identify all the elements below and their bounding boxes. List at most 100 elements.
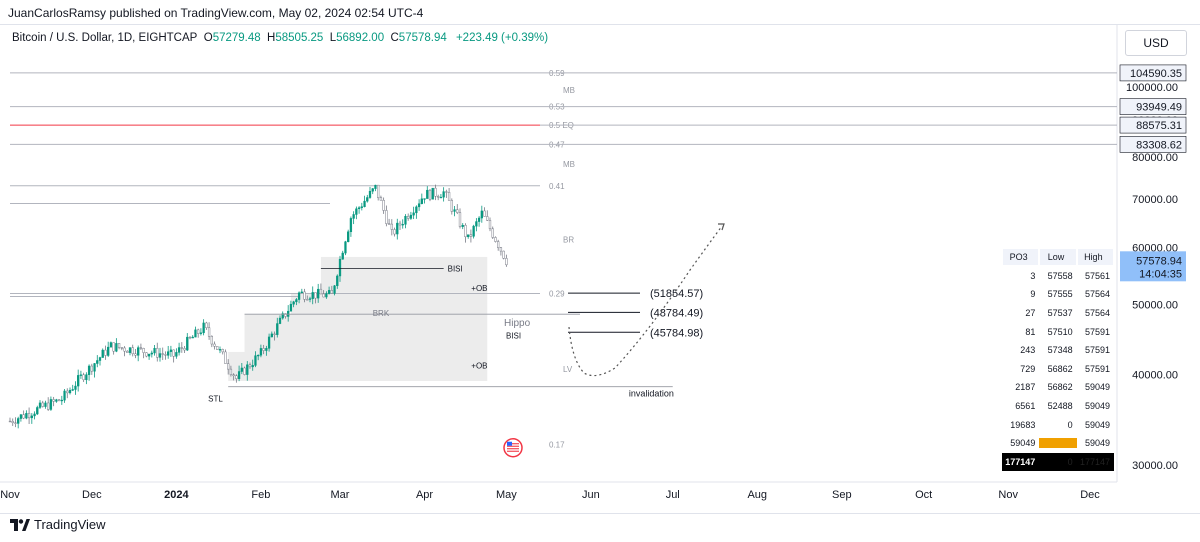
candle-body bbox=[257, 354, 260, 357]
po3-cell: 81 bbox=[1025, 326, 1036, 337]
low-label: L bbox=[329, 32, 337, 44]
candle-body bbox=[428, 189, 432, 200]
price-tag-3: 83308.62 bbox=[1136, 139, 1182, 151]
po3-table: PO3 Low High 3 57558 57561 9 57555 57564 27 57537 5… bbox=[1002, 248, 1114, 472]
candle-body bbox=[494, 237, 497, 242]
candle-body bbox=[379, 197, 383, 201]
high-value: 58505.25 bbox=[275, 32, 324, 44]
candle-body bbox=[172, 349, 175, 357]
po3-cell: 56862 bbox=[1047, 363, 1073, 374]
candle-body bbox=[112, 342, 115, 352]
po3-cell: 177147 bbox=[1079, 456, 1110, 467]
candle-body bbox=[164, 354, 167, 356]
po3-cell: 729 bbox=[1020, 363, 1036, 374]
zone-ob-box bbox=[290, 292, 488, 315]
symbol-legend: Bitcoin / U.S. Dollar, 1D, EIGHTCAP O572… bbox=[12, 32, 548, 44]
candle-body bbox=[227, 363, 230, 370]
x-tick-11: Oct bbox=[915, 489, 932, 501]
po3-cell: 57510 bbox=[1047, 326, 1073, 337]
candle-body bbox=[55, 399, 58, 402]
candle-body bbox=[431, 187, 434, 200]
candle-body bbox=[167, 351, 170, 356]
candle-body bbox=[169, 349, 173, 352]
candle-body bbox=[281, 313, 284, 319]
candle-body bbox=[161, 353, 164, 355]
candle-body bbox=[447, 192, 451, 201]
fib-label-6: 0.41 bbox=[549, 182, 565, 191]
candle-body bbox=[453, 209, 456, 212]
candle-body bbox=[194, 329, 197, 338]
countdown-tag: 14:04:35 bbox=[1139, 268, 1182, 280]
candle-body bbox=[248, 364, 252, 368]
po3-row: 729 56862 57591 bbox=[1002, 360, 1114, 379]
candle-body bbox=[158, 353, 162, 358]
po3-cell: 57561 bbox=[1084, 270, 1110, 281]
candle-body bbox=[417, 203, 421, 208]
candle-body bbox=[131, 347, 134, 355]
candle-body bbox=[126, 350, 129, 353]
x-tick-9: Aug bbox=[747, 489, 767, 501]
candle-body bbox=[210, 336, 213, 345]
po3-cell: High bbox=[1076, 248, 1114, 267]
candle-body bbox=[259, 348, 263, 356]
candle-body bbox=[177, 347, 181, 353]
fib-label-1: MB bbox=[563, 86, 575, 95]
symbol-name[interactable]: Bitcoin / U.S. Dollar, 1D, EIGHTCAP bbox=[12, 32, 198, 44]
candle-body bbox=[107, 346, 110, 356]
open-value: 57279.48 bbox=[212, 32, 261, 44]
candle-body bbox=[472, 225, 475, 237]
x-tick-7: Jun bbox=[582, 489, 600, 501]
tradingview-logo-icon bbox=[10, 518, 30, 531]
candle-body bbox=[175, 352, 178, 357]
candle-body bbox=[303, 291, 306, 300]
candle-body bbox=[14, 422, 17, 424]
candle-body bbox=[401, 224, 404, 226]
candle-body bbox=[341, 252, 344, 260]
po3-cell: 59049 bbox=[1084, 419, 1110, 430]
candle-body bbox=[79, 374, 83, 376]
candle-body bbox=[347, 231, 350, 242]
po3-row: 59049 0 59049 bbox=[1002, 434, 1114, 453]
target-label-0: (51854.57) bbox=[650, 288, 703, 300]
candle-body bbox=[71, 389, 74, 391]
candle-body bbox=[434, 187, 437, 197]
tradingview-brand[interactable]: TradingView bbox=[10, 517, 106, 532]
candle-body bbox=[101, 349, 104, 358]
candle-body bbox=[497, 241, 500, 248]
po3-cell: 2187 bbox=[1015, 382, 1036, 393]
candle-body bbox=[467, 234, 470, 238]
x-tick-0: Nov bbox=[0, 489, 20, 501]
po3-row: 3 57558 57561 bbox=[1002, 267, 1114, 286]
candle-body bbox=[68, 389, 72, 394]
candle-body bbox=[456, 209, 459, 213]
candle-body bbox=[93, 363, 96, 372]
candle-body bbox=[57, 399, 61, 402]
zone-brk-box bbox=[244, 314, 488, 352]
candle-body bbox=[464, 224, 467, 238]
candle-body bbox=[297, 292, 301, 300]
candle-body bbox=[240, 367, 243, 372]
candle-body bbox=[398, 222, 402, 226]
candle-body bbox=[352, 214, 355, 219]
candle-body bbox=[207, 327, 211, 337]
candle-body bbox=[412, 212, 415, 216]
candle-body bbox=[483, 210, 486, 217]
candle-body bbox=[205, 322, 208, 329]
open-label: O bbox=[203, 32, 213, 44]
po3-cell: 59049 bbox=[1084, 438, 1110, 449]
candle-body bbox=[404, 216, 407, 225]
po3-cell: 0 bbox=[1039, 438, 1077, 449]
candle-body bbox=[27, 413, 31, 419]
candle-body bbox=[499, 247, 503, 252]
candle-body bbox=[319, 288, 323, 295]
candle-body bbox=[96, 360, 99, 364]
currency-button[interactable]: USD bbox=[1125, 30, 1187, 56]
po3-row: 9 57555 57564 bbox=[1002, 285, 1114, 304]
invalidation-label: invalidation bbox=[629, 389, 674, 399]
candle-body bbox=[49, 399, 53, 410]
po3-cell: 57558 bbox=[1047, 270, 1073, 281]
projection-path bbox=[568, 225, 723, 377]
candle-body bbox=[311, 292, 314, 299]
price-tag-box-3 bbox=[1119, 136, 1187, 153]
